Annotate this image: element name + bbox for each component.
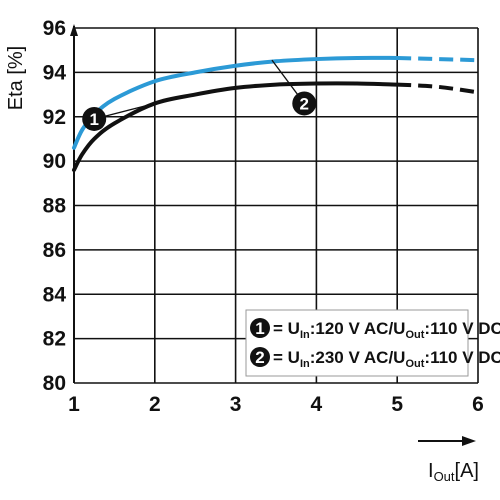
series-2-dashed-extension: [397, 55, 479, 63]
y-tick-label: 84: [43, 283, 67, 306]
series-2-marker-label: 2: [300, 94, 309, 113]
x-axis-label: IOut[A]: [428, 460, 479, 484]
series-1-line: [72, 81, 400, 172]
legend-entry-1: = UIn:120 V AC/UOut:110 V DC: [273, 319, 500, 341]
series-1-dashed-extension: [397, 82, 479, 95]
series-1-marker: [82, 106, 107, 131]
y-axis-arrowhead: [70, 24, 78, 36]
x-tick-label: 5: [391, 393, 403, 416]
x-tick-label: 4: [311, 393, 323, 416]
series-2-marker: [292, 91, 317, 116]
y-tick-label: 88: [43, 195, 67, 218]
y-tick-label: 82: [43, 328, 66, 351]
legend-marker-2: [250, 347, 270, 367]
x-tick-label: 2: [149, 393, 161, 416]
x-tick-label: 1: [68, 393, 80, 416]
y-tick-label: 80: [43, 372, 66, 395]
y-tick-label: 86: [43, 239, 66, 262]
legend-marker-label: 2: [255, 348, 264, 367]
legend-marker-1: [250, 318, 270, 338]
y-tick-label: 90: [43, 150, 66, 173]
x-tick-label: 6: [472, 393, 484, 416]
y-tick-label: 96: [43, 17, 66, 40]
y-axis-label: Eta [%]: [5, 46, 27, 110]
x-axis-arrowhead: [462, 436, 476, 446]
legend-entry-2: = UIn:230 V AC/UOut:110 V DC: [273, 348, 500, 370]
y-tick-label: 92: [43, 106, 66, 129]
legend-marker-label: 1: [255, 319, 264, 338]
series-1-marker-label: 1: [89, 110, 98, 129]
legend-box: [245, 309, 469, 377]
y-tick-label: 94: [43, 61, 67, 84]
x-tick-label: 3: [230, 393, 242, 416]
